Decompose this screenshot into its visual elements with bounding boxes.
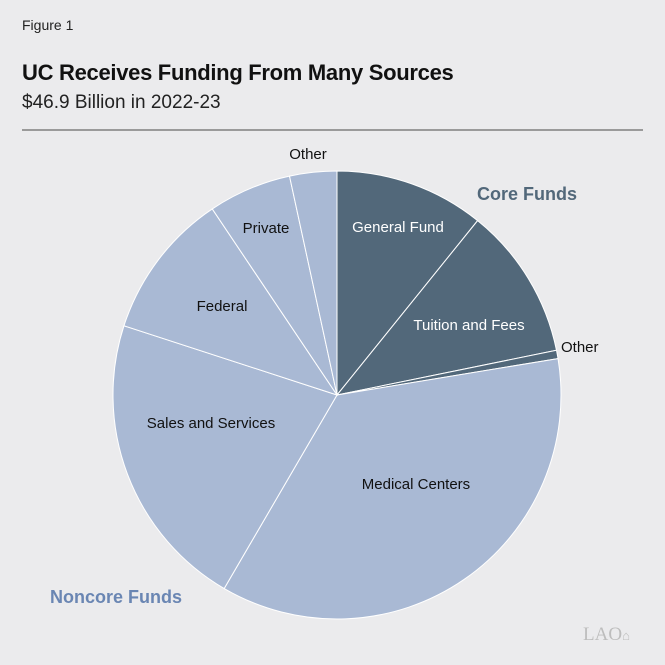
pie-slice bbox=[223, 357, 562, 620]
chart-subtitle: $46.9 Billion in 2022-23 bbox=[22, 92, 221, 113]
pie-slice bbox=[335, 219, 558, 396]
chart-title: UC Receives Funding From Many Sources bbox=[22, 60, 454, 85]
pie-slice bbox=[112, 325, 338, 590]
slice-label: Medical Centers bbox=[362, 476, 470, 493]
slice-label: Other bbox=[561, 339, 599, 356]
slice-label: Federal bbox=[197, 298, 248, 315]
figure-label: Figure 1 bbox=[22, 17, 74, 33]
lao-logo: LAO⌂ bbox=[583, 624, 630, 645]
pie-slice bbox=[123, 208, 339, 396]
group-label: Noncore Funds bbox=[50, 587, 182, 607]
group-label: Core Funds bbox=[477, 184, 577, 204]
slice-label: Tuition and Fees bbox=[413, 317, 524, 334]
slice-label: Sales and Services bbox=[147, 415, 275, 432]
slice-label: Other bbox=[289, 146, 327, 163]
divider bbox=[22, 129, 643, 131]
pie-slice bbox=[336, 170, 479, 397]
slice-label: Private bbox=[243, 220, 290, 237]
slice-label: General Fund bbox=[352, 219, 444, 236]
pie-slice bbox=[288, 170, 338, 396]
